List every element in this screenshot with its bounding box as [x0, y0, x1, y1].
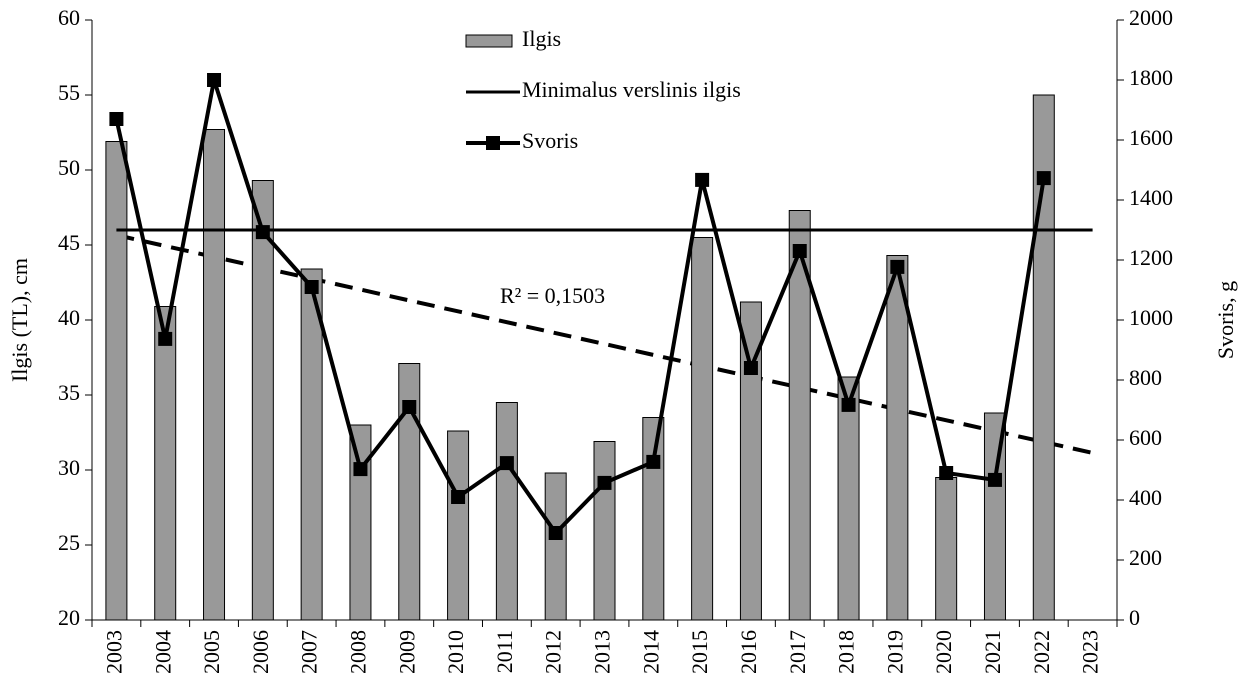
marker: [499, 456, 514, 471]
marker: [304, 280, 319, 294]
x-tick-label: 2018: [834, 630, 859, 674]
y2-tick-label: 400: [1129, 485, 1162, 510]
y2-tick-label: 1400: [1129, 185, 1173, 210]
x-tick-label: 2015: [687, 630, 712, 674]
bar: [349, 424, 372, 621]
y-tick-label: 25: [58, 530, 80, 555]
legend-marker: [486, 136, 500, 150]
x-tick-label: 2023: [1078, 630, 1103, 674]
x-tick-label: 2012: [541, 630, 566, 674]
y2-tick-label: 200: [1129, 545, 1162, 570]
x-tick-label: 2011: [492, 630, 517, 673]
marker: [207, 73, 222, 87]
legend-label: Svoris: [522, 128, 578, 153]
x-tick-label: 2008: [345, 630, 370, 674]
marker: [255, 225, 270, 240]
marker: [597, 475, 612, 490]
trendline-label: R² = 0,1503: [500, 283, 605, 308]
bar: [544, 472, 567, 621]
bar: [935, 477, 958, 621]
y2-tick-label: 800: [1129, 365, 1162, 390]
y-tick-label: 35: [58, 380, 80, 405]
bar: [398, 363, 421, 621]
y-tick-label: 45: [58, 230, 80, 255]
marker: [841, 397, 856, 412]
bar: [251, 180, 274, 621]
line: [114, 79, 1046, 537]
bar: [691, 237, 714, 621]
bar: [983, 412, 1006, 621]
marker: [1036, 171, 1051, 186]
x-tick-label: 2014: [638, 630, 663, 674]
bar: [886, 255, 909, 621]
y-tick-label: 20: [58, 605, 80, 630]
y-tick-label: 40: [58, 305, 80, 330]
x-tick-label: 2021: [980, 630, 1005, 674]
bar: [154, 306, 177, 621]
y2-tick-label: 0: [1129, 605, 1140, 630]
y2-tick-label: 600: [1129, 425, 1162, 450]
marker: [109, 112, 124, 126]
marker: [158, 331, 173, 346]
marker: [548, 526, 563, 540]
y-axis-label: Ilgis (TL), cm: [7, 258, 32, 382]
bar: [1032, 94, 1055, 621]
y2-tick-label: 2000: [1129, 5, 1173, 30]
x-tick-label: 2004: [150, 630, 175, 674]
y2-tick-label: 1200: [1129, 245, 1173, 270]
bar: [642, 417, 665, 621]
marker: [890, 259, 905, 274]
marker: [695, 172, 710, 187]
bar: [300, 268, 323, 621]
y-tick-label: 55: [58, 80, 80, 105]
bar: [837, 376, 860, 621]
y2-tick-label: 1800: [1129, 65, 1173, 90]
legend-swatch: [465, 34, 513, 48]
x-tick-label: 2007: [297, 630, 322, 674]
x-tick-label: 2017: [785, 630, 810, 674]
marker: [792, 244, 807, 258]
x-tick-label: 2020: [931, 630, 956, 674]
marker: [353, 462, 368, 477]
marker: [646, 454, 661, 469]
y-tick-label: 50: [58, 155, 80, 180]
bar: [495, 402, 518, 621]
marker: [987, 472, 1002, 487]
marker: [743, 361, 758, 375]
x-tick-label: 2009: [394, 630, 419, 674]
y2-tick-label: 1600: [1129, 125, 1173, 150]
marker: [939, 466, 954, 480]
marker: [402, 400, 417, 414]
legend-label: Ilgis: [522, 26, 561, 51]
x-tick-label: 2003: [101, 630, 126, 674]
bar: [593, 441, 616, 621]
y-tick-label: 60: [58, 5, 80, 30]
bar: [105, 141, 128, 621]
x-tick-label: 2022: [1029, 630, 1054, 674]
y2-tick-label: 1000: [1129, 305, 1173, 330]
bar: [788, 210, 811, 621]
x-tick-label: 2010: [443, 630, 468, 674]
y2-axis-label: Svoris, g: [1213, 281, 1238, 359]
bar: [447, 430, 470, 621]
bar: [203, 129, 226, 621]
x-tick-label: 2016: [736, 630, 761, 674]
marker: [451, 490, 466, 504]
x-tick-label: 2019: [882, 630, 907, 674]
y-tick-label: 30: [58, 455, 80, 480]
x-tick-label: 2005: [199, 630, 224, 674]
legend-label: Minimalus verslinis ilgis: [522, 77, 741, 102]
x-tick-label: 2006: [248, 630, 273, 674]
x-tick-label: 2013: [590, 630, 615, 674]
bar: [739, 301, 762, 621]
